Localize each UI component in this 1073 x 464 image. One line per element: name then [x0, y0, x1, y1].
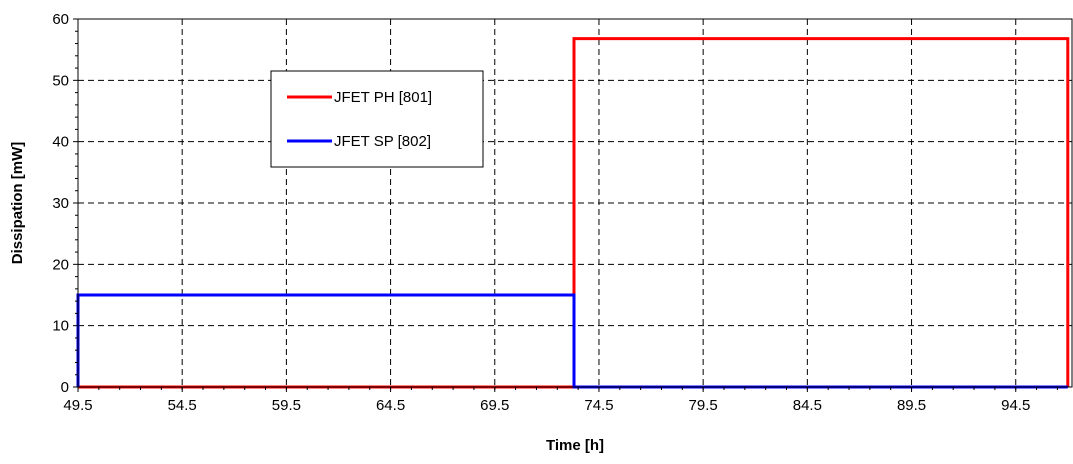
series-line-jfet-sp	[76, 293, 1068, 389]
legend-label-jfet-ph: JFET PH [801]	[334, 89, 432, 106]
y-axis-title: Dissipation [mW]	[9, 142, 26, 265]
y-tick-label: 40	[52, 134, 69, 151]
grid-lines	[78, 19, 1072, 387]
y-tick-label: 30	[52, 195, 69, 212]
x-tick-label: 74.5	[584, 397, 613, 414]
x-tick-label: 69.5	[480, 397, 509, 414]
x-tick-label: 79.5	[689, 397, 718, 414]
x-tick-label: 94.5	[1001, 397, 1030, 414]
x-tick-label: 89.5	[897, 397, 926, 414]
axes: 0 10 20 30 40 50 60 49.5 54.5 59.5 64.5 69.5 74.5 79.…	[52, 11, 1058, 414]
x-tick-label: 84.5	[793, 397, 822, 414]
y-tick-label: 60	[52, 11, 69, 28]
legend-label-jfet-sp: JFET SP [802]	[334, 133, 431, 150]
x-tick-label: 49.5	[63, 397, 92, 414]
y-tick-label: 20	[52, 256, 69, 273]
y-tick-label: 0	[61, 379, 69, 396]
y-tick-label: 10	[52, 318, 69, 335]
x-axis-title: Time [h]	[546, 437, 604, 454]
legend: JFET PH [801] JFET SP [802]	[270, 70, 484, 168]
x-tick-label: 59.5	[272, 397, 301, 414]
series-lines	[76, 37, 1070, 389]
x-tick-label: 54.5	[168, 397, 197, 414]
legend-box	[270, 70, 484, 168]
x-tick-label: 64.5	[376, 397, 405, 414]
y-tick-label: 50	[52, 72, 69, 89]
